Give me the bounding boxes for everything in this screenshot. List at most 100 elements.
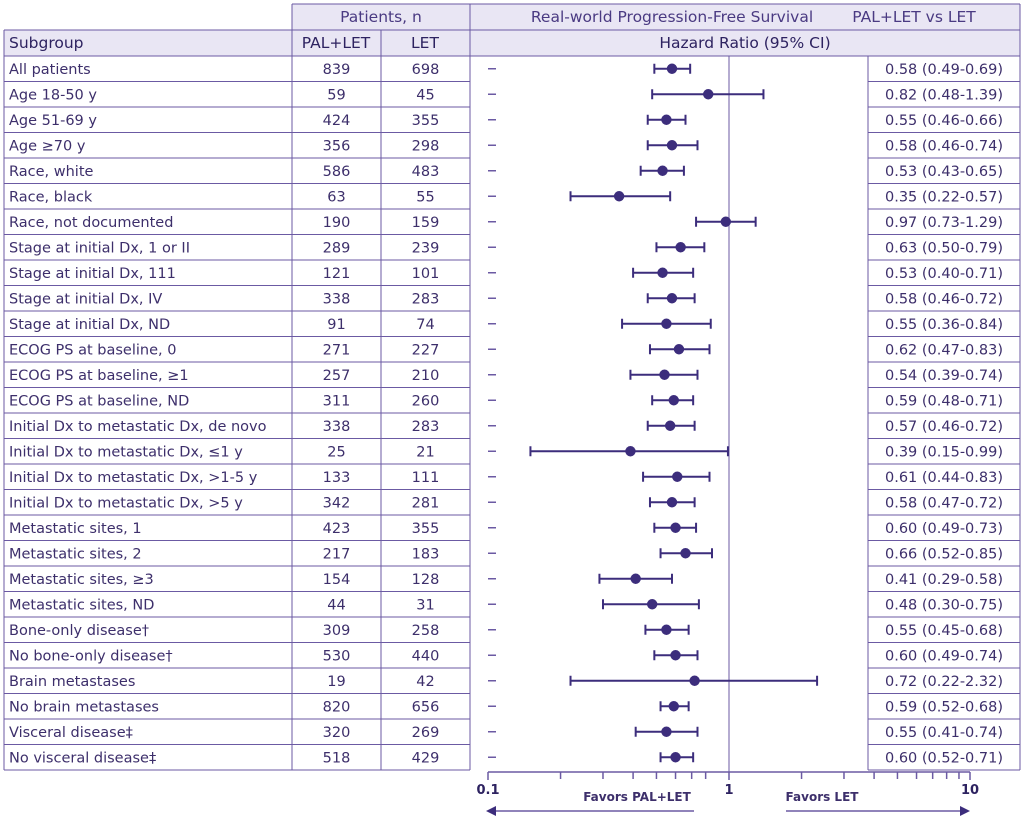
pal-let-count: 289 <box>323 240 351 256</box>
header-row-1-bg <box>292 4 1020 30</box>
let-count: 483 <box>412 164 440 180</box>
subgroup-label: No bone-only disease† <box>9 648 173 664</box>
pal-let-count: 271 <box>323 342 351 358</box>
pal-let-count: 190 <box>323 215 351 231</box>
subgroup-label: Initial Dx to metastatic Dx, de novo <box>9 419 267 435</box>
hr-point <box>664 420 676 431</box>
let-count: 128 <box>412 572 440 588</box>
hazard-ratio-value: 0.59 (0.48-0.71) <box>885 393 1003 409</box>
subgroup-label: Race, black <box>9 189 93 205</box>
hr-point <box>703 89 714 100</box>
let-header: LET <box>411 34 439 52</box>
let-count: 159 <box>412 215 440 231</box>
comparison-title: PAL+LET vs LET <box>852 8 976 26</box>
pal-let-count: 121 <box>323 266 351 282</box>
hr-point <box>661 624 672 635</box>
pal-let-count: 423 <box>323 521 351 537</box>
pal-let-count: 311 <box>323 393 351 409</box>
table-grid <box>3 3 1021 772</box>
forest-marks <box>488 63 819 763</box>
pal-let-count: 309 <box>323 623 351 639</box>
subgroup-label: ECOG PS at baseline, ND <box>9 393 189 409</box>
let-count: 227 <box>412 342 440 358</box>
pal-let-count: 356 <box>323 138 351 154</box>
pal-let-header: PAL+LET <box>302 34 371 52</box>
hazard-ratio-value: 0.60 (0.52-0.71) <box>885 750 1003 766</box>
favors-left-arrow-head <box>486 806 496 816</box>
x-tick-label: 10 <box>961 783 979 798</box>
let-count: 429 <box>412 750 440 766</box>
subgroup-label: Age 51-69 y <box>9 113 97 129</box>
subgroup-label: ECOG PS at baseline, 0 <box>9 342 176 358</box>
let-count: 281 <box>412 495 440 511</box>
hazard-ratio-value: 0.35 (0.22-0.57) <box>885 189 1003 205</box>
hazard-ratio-value: 0.53 (0.43-0.65) <box>885 164 1003 180</box>
subgroup-label: All patients <box>9 62 91 78</box>
let-count: 698 <box>412 62 440 78</box>
favors-right-label: Favors LET <box>786 790 860 804</box>
subgroup-label: Age 18-50 y <box>9 87 97 103</box>
x-axis: 0.1 1 10 <box>476 771 979 816</box>
favors-right-arrow-head <box>960 806 970 816</box>
let-count: 31 <box>416 597 434 613</box>
pal-let-count: 338 <box>323 291 351 307</box>
hazard-ratio-value: 0.82 (0.48-1.39) <box>885 87 1003 103</box>
hazard-ratio-value: 0.41 (0.29-0.58) <box>885 572 1003 588</box>
hazard-ratio-value: 0.66 (0.52-0.85) <box>885 546 1003 562</box>
hr-point <box>661 726 672 737</box>
hr-point <box>630 573 641 584</box>
pal-let-count: 19 <box>327 674 345 690</box>
subgroup-label: Metastatic sites, ≥3 <box>9 572 154 588</box>
let-count: 269 <box>412 725 440 741</box>
subgroup-label: Visceral disease‡ <box>9 725 133 741</box>
subgroup-label: Brain metastases <box>9 674 135 690</box>
hazard-ratio-value: 0.54 (0.39-0.74) <box>885 368 1003 384</box>
subgroup-label: Metastatic sites, ND <box>9 597 154 613</box>
hr-point <box>672 471 683 482</box>
let-count: 239 <box>412 240 440 256</box>
hazard-ratio-value: 0.97 (0.73-1.29) <box>885 215 1003 231</box>
pal-let-count: 59 <box>327 87 345 103</box>
pal-let-count: 63 <box>327 189 345 205</box>
hazard-ratio-value: 0.72 (0.22-2.32) <box>885 674 1003 690</box>
subgroup-label: Metastatic sites, 1 <box>9 521 142 537</box>
let-count: 355 <box>412 521 440 537</box>
hr-point <box>673 344 685 355</box>
pal-let-count: 320 <box>323 725 351 741</box>
hazard-ratio-value: 0.58 (0.47-0.72) <box>885 495 1003 511</box>
hr-point <box>670 522 681 533</box>
patients-group-header: Patients, n <box>340 8 422 26</box>
subgroup-label: No brain metastases <box>9 699 159 715</box>
let-count: 74 <box>416 317 434 333</box>
pal-let-count: 424 <box>323 113 351 129</box>
pal-let-count: 586 <box>323 164 351 180</box>
subgroup-label: Race, white <box>9 164 94 180</box>
hr-point <box>680 548 691 559</box>
hr-point <box>659 369 670 380</box>
hr-point <box>666 140 678 151</box>
subgroup-label: Bone-only disease† <box>9 623 149 639</box>
subgroup-header: Subgroup <box>9 34 84 52</box>
let-count: 101 <box>412 266 440 282</box>
hazard-ratio-value: 0.62 (0.47-0.83) <box>885 342 1003 358</box>
subgroup-label: ECOG PS at baseline, ≥1 <box>9 368 189 384</box>
subgroup-label: Initial Dx to metastatic Dx, >5 y <box>9 495 243 511</box>
let-count: 355 <box>412 113 440 129</box>
hr-point <box>646 599 658 610</box>
hr-point <box>661 114 672 125</box>
pal-let-count: 518 <box>323 750 351 766</box>
hazard-ratio-value: 0.60 (0.49-0.73) <box>885 521 1003 537</box>
let-count: 111 <box>412 470 440 486</box>
pal-let-count: 839 <box>323 62 351 78</box>
hazard-ratio-value: 0.55 (0.45-0.68) <box>885 623 1003 639</box>
hazard-ratio-value: 0.57 (0.46-0.72) <box>885 419 1003 435</box>
subgroup-label: Stage at initial Dx, 111 <box>9 266 176 282</box>
hazard-ratio-value: 0.61 (0.44-0.83) <box>885 470 1003 486</box>
hazard-ratio-value: 0.55 (0.41-0.74) <box>885 725 1003 741</box>
hazard-ratio-value: 0.58 (0.46-0.72) <box>885 291 1003 307</box>
pal-let-count: 530 <box>323 648 351 664</box>
hr-point <box>625 446 636 457</box>
subgroup-label: Stage at initial Dx, IV <box>9 291 162 307</box>
hr-point <box>689 675 700 686</box>
let-count: 258 <box>412 623 440 639</box>
